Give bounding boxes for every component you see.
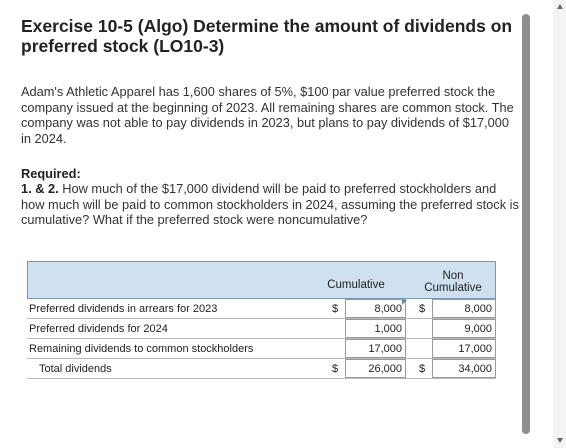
cell-value: 17,000 [368, 343, 402, 355]
exercise-title: Exercise 10-5 (Algo) Determine the amoun… [21, 16, 513, 56]
col-header-noncumulative: Non Cumulative [418, 270, 488, 294]
cumulative-2024-input[interactable]: 1,000 [345, 319, 406, 338]
cell-value: 8,000 [374, 303, 402, 315]
cumulative-arrears-input[interactable]: 8,000 [345, 299, 407, 318]
row-label: Remaining dividends to common stockholde… [29, 343, 254, 355]
row-label: Total dividends [39, 363, 112, 375]
row-label: Preferred dividends in arrears for 2023 [29, 303, 218, 315]
noncumulative-common-input[interactable]: 17,000 [432, 339, 496, 358]
required-heading: Required: [21, 166, 81, 181]
scroll-up-arrow-icon[interactable] [557, 4, 563, 9]
cumulative-total-input[interactable]: 26,000 [345, 359, 406, 378]
dollar-sign: $ [332, 363, 339, 375]
dollar-sign: $ [419, 363, 426, 375]
col-header-cumulative: Cumulative [327, 279, 385, 291]
dollar-sign: $ [419, 303, 426, 315]
table-row: Preferred dividends for 2024 1,000 9,000 [27, 319, 496, 339]
exercise-intro: Adam's Athletic Apparel has 1,600 shares… [21, 84, 514, 146]
table-row: Remaining dividends to common stockholde… [27, 339, 496, 359]
cell-marker-icon [402, 300, 407, 305]
scrollbar-track[interactable] [553, 0, 566, 448]
table-row: Total dividends $ 26,000 $ 34,000 [27, 359, 496, 379]
table-header: Cumulative Non Cumulative [27, 261, 496, 299]
scrollbar-thumb[interactable] [522, 14, 530, 434]
noncumulative-2024-input[interactable]: 9,000 [432, 319, 496, 338]
noncumulative-total-input[interactable]: 34,000 [432, 359, 496, 378]
cell-value: 17,000 [458, 343, 492, 355]
col-header-noncumulative-line1: Non [442, 270, 464, 282]
cell-value: 26,000 [368, 363, 402, 375]
cell-value: 1,000 [374, 323, 402, 335]
scroll-down-arrow-icon[interactable] [557, 438, 563, 443]
cell-value: 8,000 [464, 303, 492, 315]
required-number: 1. & 2. [21, 181, 59, 196]
cumulative-common-input[interactable]: 17,000 [345, 339, 406, 358]
cell-value: 9,000 [464, 323, 492, 335]
row-label: Preferred dividends for 2024 [29, 323, 168, 335]
noncumulative-arrears-input[interactable]: 8,000 [432, 299, 496, 318]
col-header-noncumulative-line2: Cumulative [424, 282, 482, 294]
dollar-sign: $ [332, 303, 339, 315]
dividends-table: Cumulative Non Cumulative Preferred divi… [27, 261, 496, 381]
table-row: Preferred dividends in arrears for 2023 … [27, 299, 496, 319]
cell-value: 34,000 [458, 363, 492, 375]
required-question: 1. & 2. How much of the $17,000 dividend… [21, 181, 521, 228]
required-question-text: How much of the $17,000 dividend will be… [21, 181, 519, 227]
